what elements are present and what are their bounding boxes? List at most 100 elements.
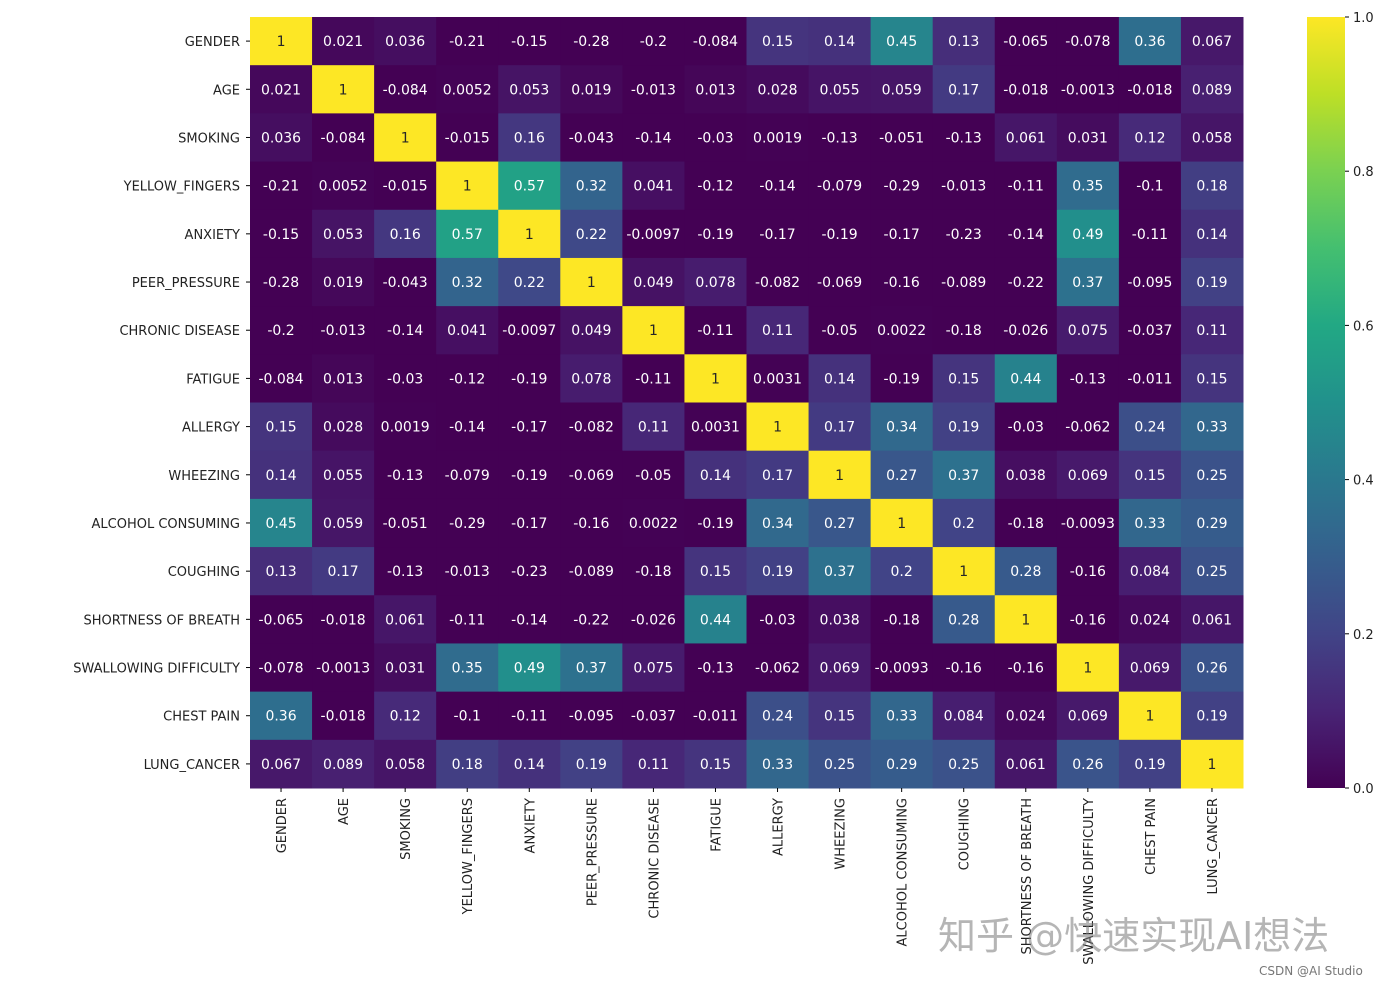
heatmap-cell — [1118, 595, 1182, 644]
y-tick-label: GENDER — [185, 35, 240, 50]
cell-annotation: 0.11 — [1196, 323, 1227, 339]
heatmap-cell — [684, 113, 747, 163]
cell-annotation: -0.17 — [759, 227, 795, 243]
heatmap-cell — [994, 65, 1058, 114]
x-tick-label: YELLOW_FINGERS — [461, 798, 476, 915]
cell-annotation: 0.036 — [385, 34, 425, 50]
cell-annotation: 0.028 — [323, 420, 363, 436]
heatmap-cell — [498, 209, 561, 259]
heatmap-cell — [374, 113, 437, 163]
cell-annotation: 0.17 — [762, 468, 793, 484]
heatmap-cell — [1118, 161, 1182, 211]
cell-annotation: 0.29 — [886, 757, 917, 773]
cell-annotation: -0.19 — [884, 371, 920, 387]
heatmap-cell — [560, 113, 623, 163]
cell-annotation: -0.089 — [941, 275, 986, 291]
cell-annotation: -0.078 — [1065, 34, 1110, 50]
cell-annotation: 0.078 — [571, 371, 611, 387]
cell-annotation: 0.24 — [762, 709, 793, 725]
cell-annotation: 0.37 — [1072, 275, 1103, 291]
heatmap-cell — [250, 17, 313, 66]
heatmap-cell — [870, 113, 934, 163]
cell-annotation: -0.11 — [449, 612, 485, 628]
x-tick-label: PEER_PRESSURE — [585, 798, 600, 906]
cell-annotation: -0.16 — [1070, 564, 1106, 580]
cell-annotation: -0.17 — [884, 227, 920, 243]
cell-annotation: 0.27 — [886, 468, 917, 484]
cell-annotation: 0.058 — [1192, 130, 1232, 146]
cell-annotation: 0.061 — [1006, 757, 1046, 773]
cell-annotation: 0.45 — [886, 34, 917, 50]
cell-annotation: -0.14 — [449, 420, 485, 436]
cell-annotation: -0.16 — [1008, 661, 1044, 677]
cell-annotation: 0.024 — [1130, 612, 1170, 628]
cell-annotation: 0.053 — [509, 82, 549, 98]
heatmap-cell — [312, 691, 375, 741]
heatmap-cell — [312, 450, 375, 500]
x-tick-label: SMOKING — [399, 798, 414, 860]
heatmap-cell — [436, 65, 499, 114]
cell-annotation: -0.13 — [1070, 371, 1106, 387]
cell-annotation: 0.031 — [1068, 130, 1108, 146]
heatmap-cell — [622, 65, 685, 114]
heatmap-cell — [312, 306, 375, 355]
cell-annotation: -0.29 — [449, 516, 485, 532]
heatmap-cell — [932, 257, 996, 307]
cell-annotation: 0.29 — [1196, 516, 1227, 532]
y-tick-label: SMOKING — [178, 131, 240, 146]
cell-annotation: 0.33 — [762, 757, 793, 773]
heatmap-cell — [808, 547, 872, 596]
heatmap-cell — [1056, 17, 1120, 66]
cell-annotation: -0.13 — [387, 468, 423, 484]
heatmap-cell — [746, 547, 810, 596]
heatmap-cell — [1056, 498, 1120, 548]
cell-annotation: -0.0093 — [1061, 516, 1115, 532]
heatmap-cell — [746, 643, 810, 693]
colorbar-tick-label: 0.6 — [1353, 319, 1374, 334]
watermark-zhihu: 知乎 @快速实现AI想法 — [938, 914, 1330, 958]
cell-annotation: 0.089 — [323, 757, 363, 773]
colorbar-tick-label: 1.0 — [1353, 11, 1374, 26]
heatmap-cell — [436, 354, 499, 403]
heatmap-cell — [1180, 450, 1244, 500]
cell-annotation: -0.05 — [821, 323, 857, 339]
heatmap-cell — [436, 306, 499, 355]
y-tick-label: LUNG_CANCER — [144, 758, 240, 773]
cell-annotation: -0.11 — [511, 709, 547, 725]
cell-annotation: 0.15 — [700, 757, 731, 773]
cell-annotation: 0.084 — [1130, 564, 1170, 580]
x-tick-label: CHRONIC DISEASE — [647, 798, 662, 919]
heatmap-cell — [746, 209, 810, 259]
cell-annotation: 0.44 — [1010, 371, 1041, 387]
cell-annotation: 0.053 — [323, 227, 363, 243]
heatmap-cell — [560, 402, 623, 452]
heatmap-cell — [746, 739, 810, 789]
x-tick-label: GENDER — [275, 798, 290, 853]
heatmap-cell — [684, 691, 747, 741]
cell-annotation: -0.03 — [759, 612, 795, 628]
heatmap-cell — [932, 113, 996, 163]
colorbar — [1307, 17, 1345, 788]
cell-annotation: 1 — [587, 275, 596, 291]
heatmap-cell — [684, 547, 747, 596]
cell-annotation: 1 — [1145, 709, 1154, 725]
heatmap-cell — [560, 547, 623, 596]
cell-annotation: 0.25 — [824, 757, 855, 773]
heatmap-cell — [436, 595, 499, 644]
heatmap-cell — [1118, 643, 1182, 693]
heatmap-cell — [1056, 547, 1120, 596]
heatmap-cell — [622, 450, 685, 500]
cell-annotation: 0.18 — [452, 757, 483, 773]
heatmap-cell — [498, 498, 561, 548]
cell-annotation: 0.14 — [514, 757, 545, 773]
y-tick-label: COUGHING — [168, 565, 240, 580]
cell-annotation: -0.22 — [1008, 275, 1044, 291]
heatmap-cell — [312, 257, 375, 307]
heatmap-cell — [1118, 209, 1182, 259]
y-tick-label: SWALLOWING DIFFICULTY — [73, 662, 240, 677]
cell-annotation: -0.23 — [511, 564, 547, 580]
heatmap-cell — [1180, 209, 1244, 259]
cell-annotation: 0.36 — [265, 709, 296, 725]
cell-annotation: 0.17 — [824, 420, 855, 436]
cell-annotation: -0.018 — [321, 709, 366, 725]
